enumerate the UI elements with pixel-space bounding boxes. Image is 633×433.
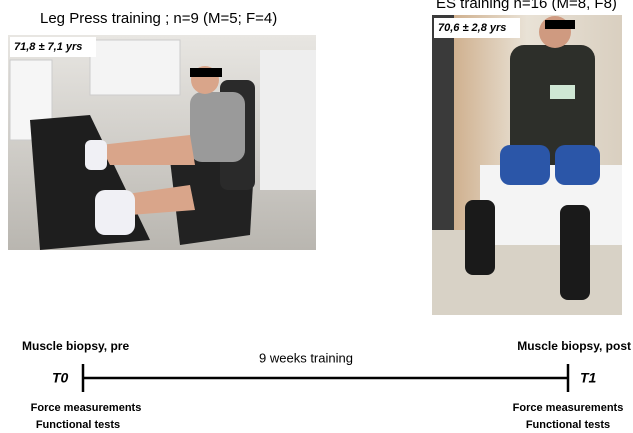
start-measurement: Functional tests <box>36 419 120 431</box>
panel-title: ES training n=16 (M=8, F8) <box>436 0 617 12</box>
age-label: 71,8 ± 7,1 yrs <box>14 41 82 53</box>
face-bar <box>545 20 575 29</box>
figure: 71,8 ± 7,1 yrs Leg Press training ; n=9 … <box>0 0 633 433</box>
radiator <box>260 50 316 190</box>
end-time-point: T1 <box>580 370 597 386</box>
start-measurement: Force measurements <box>31 402 142 414</box>
person-leg <box>560 205 590 300</box>
end-measurement: Force measurements <box>513 402 624 414</box>
electrode-cuff <box>500 145 550 185</box>
stimulator <box>550 85 575 99</box>
start-label: Muscle biopsy, pre <box>22 339 129 353</box>
poster <box>90 40 180 95</box>
age-label: 70,6 ± 2,8 yrs <box>438 22 506 34</box>
shoe <box>85 140 107 170</box>
page: 71,8 ± 7,1 yrs Leg Press training ; n=9 … <box>0 0 633 433</box>
leg-press-photo: 71,8 ± 7,1 yrs <box>8 35 316 250</box>
electrode-cuff <box>555 145 600 185</box>
end-measurement: Functional tests <box>526 419 610 431</box>
person-torso <box>190 92 245 162</box>
es-photo: 70,6 ± 2,8 yrs <box>432 15 622 315</box>
person-leg <box>465 200 495 275</box>
start-time-point: T0 <box>52 370 69 386</box>
end-label: Muscle biopsy, post <box>517 339 631 353</box>
panel-title: Leg Press training ; n=9 (M=5; F=4) <box>40 10 277 27</box>
face-bar <box>190 68 222 77</box>
duration-label: 9 weeks training <box>259 350 353 365</box>
shoe <box>95 190 135 235</box>
